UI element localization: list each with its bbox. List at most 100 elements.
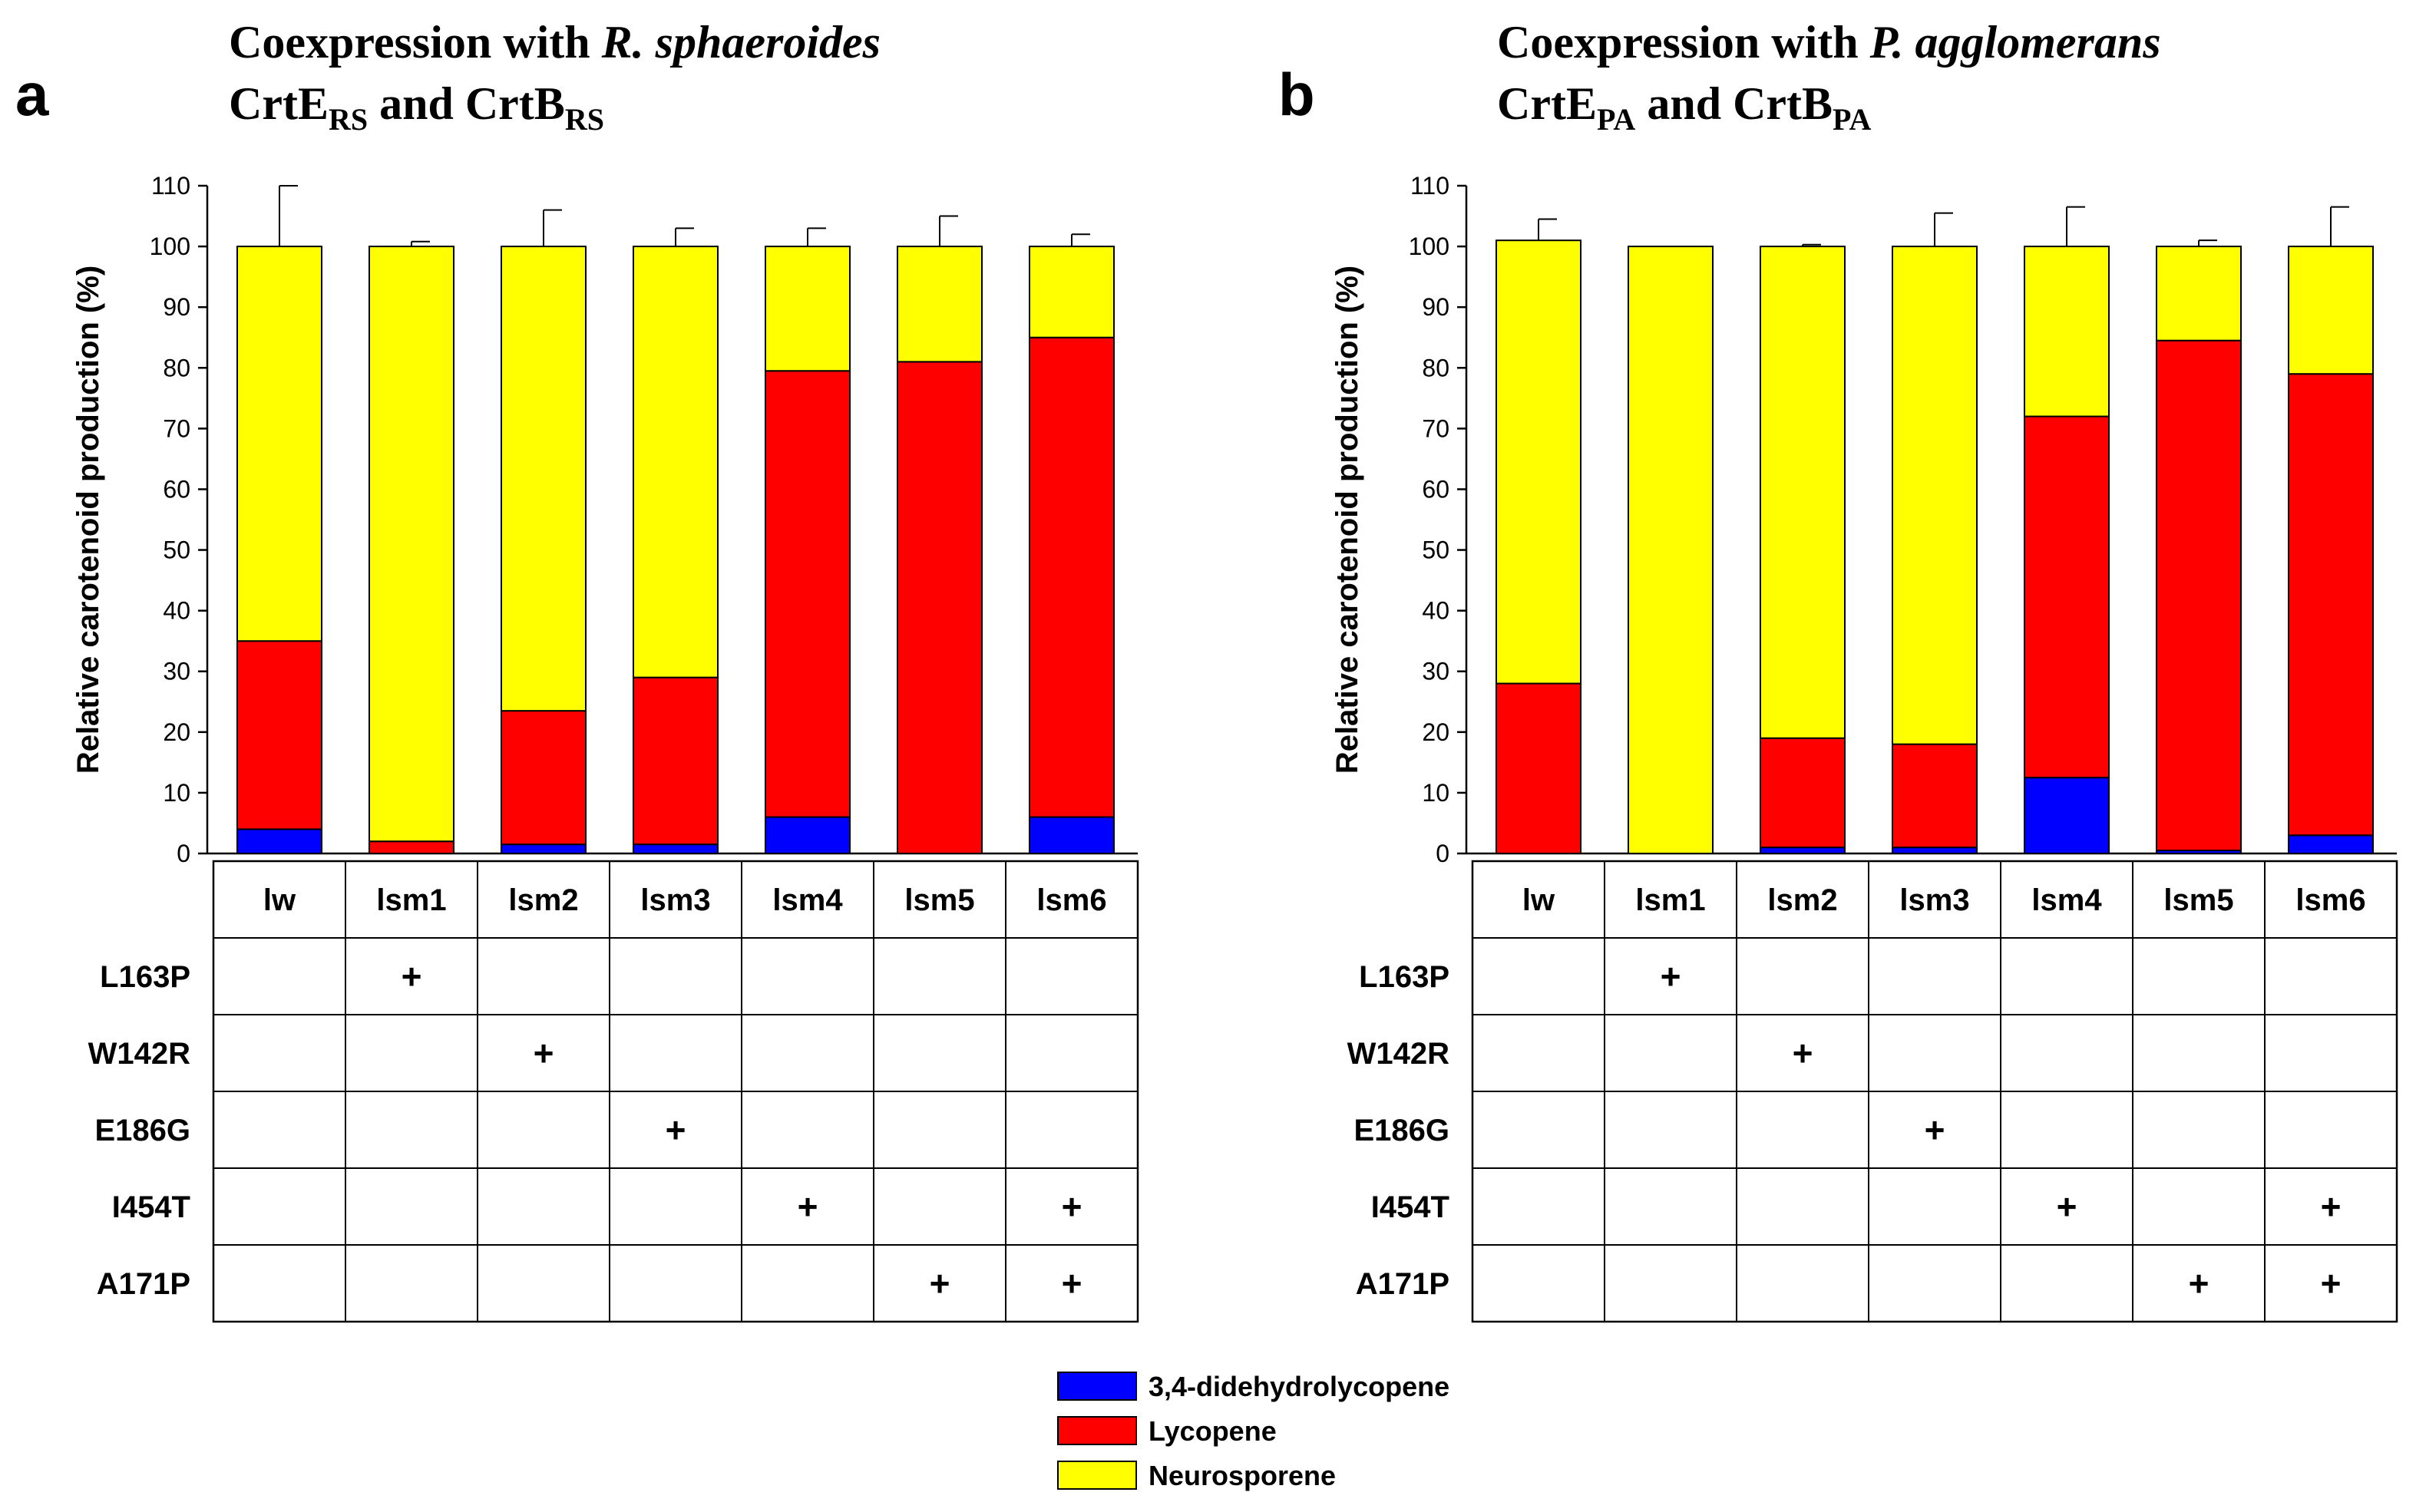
column-header-lsm1: lsm1 [1635,883,1705,917]
y-axis-label: Relative carotenoid production (%) [1330,266,1364,774]
y-tick-label: 0 [1436,840,1449,867]
bar-3-4-didehydrolycopene-lsm6 [1029,816,1115,854]
row-label-i454t: I454T [1371,1190,1449,1224]
mutation-mark-lsm5-a171p: + [2189,1263,2209,1303]
bar-lycopene-lsm5 [897,361,983,854]
bar-3-4-didehydrolycopene-lsm2 [501,843,587,854]
bar-stack-lsm2 [1760,243,1846,855]
mutation-table-a: lw lsm1 lsm2 lsm3 lsm4 lsm5 lsm6 L163P + W142R + E1… [88,860,1139,1323]
legend-swatch-3-4-didehydrolycopene [1057,1372,1137,1401]
bar-neurosporene-lsm6 [1029,246,1115,338]
mutation-mark-lsm1-l163p: + [402,956,422,996]
bar-3-4-didehydrolycopene-lsm2 [1760,847,1846,855]
mutation-mark-lsm1-l163p: + [1661,956,1681,996]
y-tick-label: 0 [177,840,190,867]
bar-3-4-didehydrolycopene-lw [236,828,322,855]
title-species: P. agglomerans [1869,17,2161,68]
row-label-l163p: L163P [1359,960,1449,994]
y-tick-label: 40 [1422,597,1449,625]
bar-3-4-didehydrolycopene-lsm3 [1892,847,1978,855]
mutation-mark-lsm2-w142r: + [534,1033,554,1073]
title-subscript-2: RS [565,102,604,137]
panels: a Coexpression with R. sphaeroides CrtERS … [15,17,2398,1323]
y-tick-label: 90 [163,293,190,321]
bar-3-4-didehydrolycopene-lsm4 [2024,777,2110,854]
column-header-lsm6: lsm6 [2295,883,2365,917]
y-tick-label: 110 [1410,172,1449,200]
bar-stack-lsm2 [501,209,587,854]
legend-swatch-lycopene [1057,1416,1137,1445]
y-tick-label: 60 [163,475,190,503]
column-header-lw: lw [263,883,296,917]
panel-b: b Coexpression with P. agglomerans CrtEPA … [1278,17,2398,1323]
bar-lycopene-lsm3 [1892,743,1978,849]
y-tick-label: 60 [1422,475,1449,503]
y-tick-label: 70 [1422,414,1449,442]
bar-neurosporene-lsm5 [2156,246,2242,342]
bar-lycopene-lsm4 [765,370,851,818]
column-header-lw: lw [1522,883,1555,917]
bar-stack-lsm6 [2288,206,2374,854]
column-header-lsm3: lsm3 [1899,883,1969,917]
title-subscript-2: PA [1833,102,1871,137]
bar-neurosporene-lsm5 [897,246,983,363]
bar-3-4-didehydrolycopene-lsm3 [633,843,719,854]
y-tick-label: 50 [163,536,190,564]
title-protein-2: and CrtB [1635,78,1833,129]
y-tick-label: 40 [163,597,190,625]
bar-neurosporene-lsm4 [765,246,851,372]
bar-lycopene-lsm3 [633,676,719,846]
bar-neurosporene-lsm1 [369,246,454,843]
bar-stack-lsm3 [1892,212,1978,855]
row-label-w142r: W142R [88,1037,190,1071]
bar-stack-lsm3 [633,227,719,854]
y-tick-label: 20 [163,718,190,746]
column-header-lsm2: lsm2 [508,883,578,917]
y-tick-label: 80 [1422,354,1449,381]
bar-neurosporene-lsm6 [2288,246,2374,375]
row-label-a171p: A171P [1356,1267,1449,1301]
bar-stack-lsm5 [2156,239,2242,854]
column-header-lsm6: lsm6 [1036,883,1106,917]
mutation-mark-lsm6-i454t: + [1062,1187,1082,1226]
bar-neurosporene-lw [236,246,322,642]
bar-stack-lsm6 [1029,233,1115,854]
mutation-mark-lsm3-e186g: + [1925,1110,1945,1150]
bar-stack-lsm4 [765,227,851,854]
chart-title-line1: Coexpression with R. sphaeroides [229,17,881,68]
column-header-lsm4: lsm4 [2031,883,2102,917]
y-tick-label: 80 [163,354,190,381]
chart-title-line2: CrtEPA and CrtBPA [1497,78,1871,137]
legend-label-neurosporene: Neurosporene [1149,1460,1336,1491]
mutation-mark-lsm3-e186g: + [666,1110,686,1150]
chart-title-line2: CrtERS and CrtBRS [229,78,604,137]
bar-lycopene-lsm6 [1029,336,1115,818]
panel-letter: a [15,61,49,128]
bar-neurosporene-lsm3 [633,246,719,678]
bar-lycopene-lsm4 [2024,415,2110,779]
bar-stack-lsm1 [369,240,454,854]
row-label-a171p: A171P [97,1267,190,1301]
y-tick-label: 10 [1422,779,1449,807]
bar-3-4-didehydrolycopene-lsm6 [2288,834,2374,854]
bar-neurosporene-lw [1496,239,1581,685]
bar-lycopene-lsm2 [1760,737,1846,849]
column-header-lsm4: lsm4 [772,883,843,917]
mutation-table-b: lw lsm1 lsm2 lsm3 lsm4 lsm5 lsm6 L163P + W142R + E1… [1347,860,2398,1323]
title-species: R. sphaeroides [601,17,881,68]
panel-a: a Coexpression with R. sphaeroides CrtERS … [15,17,1139,1323]
bar-neurosporene-lsm1 [1628,246,1714,855]
legend: 3,4-didehydrolycopene Lycopene Neurosporen… [1057,1371,1449,1491]
bar-neurosporene-lsm2 [501,246,587,712]
title-protein-1: CrtE [1497,78,1597,129]
column-header-lsm5: lsm5 [2163,883,2233,917]
row-label-w142r: W142R [1347,1037,1449,1071]
chart-title-line1: Coexpression with P. agglomerans [1497,17,2161,68]
bar-stack-lw [236,185,322,855]
y-tick-label: 100 [150,233,190,260]
title-protein-2: and CrtB [368,78,565,129]
row-label-e186g: E186G [1353,1114,1449,1147]
bar-neurosporene-lsm4 [2024,246,2110,418]
bar-lycopene-lsm5 [2156,339,2242,852]
